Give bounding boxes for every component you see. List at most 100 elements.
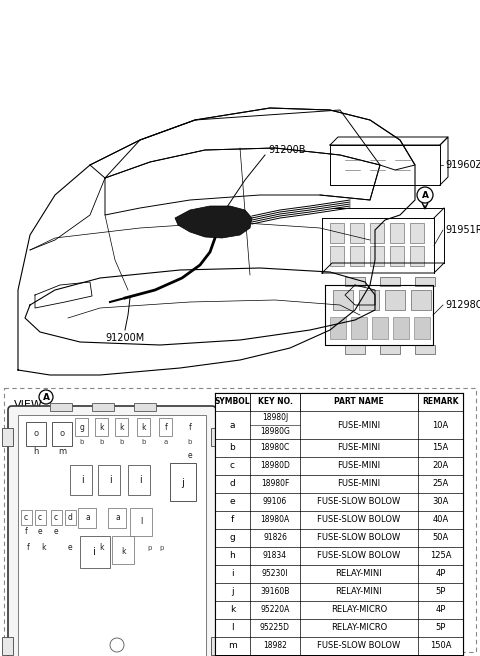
- Bar: [390, 246, 404, 266]
- Bar: [410, 246, 424, 266]
- Bar: [415, 277, 435, 286]
- Bar: [4, 388, 476, 652]
- Bar: [21, 510, 32, 525]
- Text: p: p: [160, 545, 164, 551]
- Bar: [215, 619, 463, 637]
- Text: 5P: 5P: [435, 623, 446, 632]
- Text: k: k: [100, 544, 104, 552]
- Bar: [390, 223, 404, 243]
- Bar: [215, 529, 463, 547]
- Text: 95225D: 95225D: [260, 623, 290, 632]
- Text: j: j: [181, 478, 184, 488]
- Bar: [215, 411, 463, 439]
- Bar: [215, 565, 463, 583]
- Bar: [411, 290, 431, 310]
- Text: FUSE-MINI: FUSE-MINI: [337, 420, 381, 430]
- Text: 20A: 20A: [432, 462, 449, 470]
- Text: 30A: 30A: [432, 497, 449, 506]
- Text: m: m: [228, 642, 237, 651]
- Text: l: l: [231, 623, 234, 632]
- Text: a: a: [164, 439, 168, 445]
- Text: 91834: 91834: [263, 552, 287, 560]
- Bar: [415, 345, 435, 354]
- Bar: [70, 465, 92, 495]
- Bar: [215, 393, 463, 655]
- Bar: [330, 317, 346, 339]
- Text: 91200B: 91200B: [268, 145, 305, 155]
- Bar: [35, 510, 46, 525]
- Text: A: A: [421, 190, 429, 199]
- Text: f: f: [189, 424, 192, 432]
- Text: 18980D: 18980D: [260, 462, 290, 470]
- Text: FUSE-SLOW BOLOW: FUSE-SLOW BOLOW: [317, 516, 401, 525]
- Bar: [78, 508, 96, 528]
- Text: i: i: [231, 569, 234, 579]
- Bar: [380, 277, 400, 286]
- Text: 50A: 50A: [432, 533, 449, 543]
- Text: c: c: [38, 514, 42, 522]
- Text: REMARK: REMARK: [422, 398, 459, 407]
- Text: b: b: [120, 439, 124, 445]
- Text: m: m: [58, 447, 66, 457]
- Text: e: e: [188, 451, 192, 461]
- Bar: [51, 510, 62, 525]
- Text: VIEW: VIEW: [14, 400, 43, 410]
- Text: SYMBOL: SYMBOL: [215, 398, 250, 407]
- Bar: [170, 463, 196, 501]
- Bar: [359, 290, 379, 310]
- Text: b: b: [142, 439, 146, 445]
- Bar: [2, 428, 13, 446]
- Text: 95220A: 95220A: [260, 605, 290, 615]
- Text: 91298C: 91298C: [445, 300, 480, 310]
- Text: d: d: [68, 514, 72, 522]
- Text: RELAY-MICRO: RELAY-MICRO: [331, 623, 387, 632]
- Text: i: i: [94, 547, 96, 557]
- Bar: [393, 317, 409, 339]
- Bar: [330, 246, 344, 266]
- Text: 40A: 40A: [432, 516, 449, 525]
- Text: FUSE-SLOW BOLOW: FUSE-SLOW BOLOW: [317, 533, 401, 543]
- Text: k: k: [142, 422, 146, 432]
- Bar: [215, 511, 463, 529]
- Bar: [215, 475, 463, 493]
- Bar: [215, 637, 463, 655]
- Text: 95230I: 95230I: [262, 569, 288, 579]
- Text: b: b: [80, 439, 84, 445]
- FancyBboxPatch shape: [8, 406, 216, 656]
- Bar: [345, 345, 365, 354]
- Text: 18980J: 18980J: [262, 413, 288, 422]
- Bar: [92, 403, 114, 411]
- Bar: [112, 536, 134, 564]
- Bar: [18, 415, 206, 656]
- Text: 18980F: 18980F: [261, 480, 289, 489]
- Text: f: f: [26, 544, 29, 552]
- Bar: [370, 246, 384, 266]
- Bar: [80, 536, 110, 568]
- Text: 91200M: 91200M: [105, 333, 144, 343]
- Bar: [330, 223, 344, 243]
- Bar: [215, 457, 463, 475]
- Bar: [370, 223, 384, 243]
- Text: 4P: 4P: [435, 569, 446, 579]
- Text: 18980G: 18980G: [260, 428, 290, 436]
- Bar: [52, 422, 72, 446]
- Text: RELAY-MICRO: RELAY-MICRO: [331, 605, 387, 615]
- Text: 91960Z: 91960Z: [445, 160, 480, 170]
- Text: 4P: 4P: [435, 605, 446, 615]
- Bar: [95, 418, 108, 436]
- Bar: [215, 393, 463, 411]
- Text: 91951R: 91951R: [445, 225, 480, 235]
- Text: 5P: 5P: [435, 588, 446, 596]
- Bar: [215, 439, 463, 457]
- Text: 125A: 125A: [430, 552, 451, 560]
- Bar: [159, 418, 172, 436]
- Text: o: o: [34, 430, 38, 438]
- Bar: [50, 403, 72, 411]
- Text: l: l: [140, 518, 142, 527]
- Bar: [410, 223, 424, 243]
- Text: 99106: 99106: [263, 497, 287, 506]
- Bar: [333, 290, 353, 310]
- Text: f: f: [231, 516, 234, 525]
- Bar: [2, 637, 13, 655]
- Bar: [128, 465, 150, 495]
